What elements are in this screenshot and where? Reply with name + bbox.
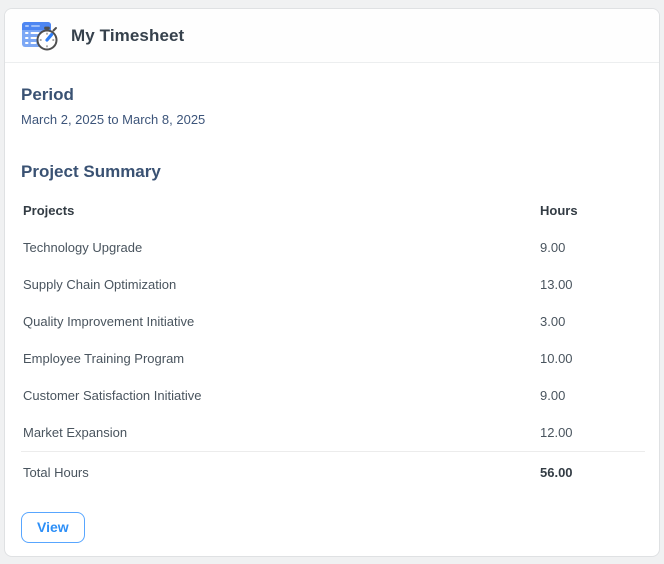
project-name: Technology Upgrade: [23, 240, 143, 255]
project-hours: 3.00: [540, 314, 566, 329]
project-hours: 9.00: [540, 240, 566, 255]
view-button[interactable]: View: [21, 512, 85, 543]
project-name: Customer Satisfaction Initiative: [23, 388, 202, 403]
total-hours-label: Total Hours: [21, 451, 538, 493]
period-value: March 2, 2025 to March 8, 2025: [21, 112, 206, 127]
table-row: Technology Upgrade 9.00: [21, 229, 645, 266]
project-name: Market Expansion: [23, 425, 128, 440]
table-row: Supply Chain Optimization 13.00: [21, 266, 645, 303]
card-body: Period March 2, 2025 to March 8, 2025 Pr…: [5, 63, 659, 556]
period-heading: Period: [21, 85, 74, 104]
column-header-hours: Hours: [540, 203, 578, 218]
table-header-row: Projects Hours: [21, 195, 645, 229]
table-row: Quality Improvement Initiative 3.00: [21, 303, 645, 340]
card-header: My Timesheet: [5, 9, 659, 63]
project-summary-heading: Project Summary: [21, 162, 161, 181]
project-summary-table: Projects Hours Technology Upgrade 9.00 S…: [21, 195, 645, 493]
project-name: Employee Training Program: [23, 351, 185, 366]
project-hours: 12.00: [540, 425, 573, 440]
table-row: Customer Satisfaction Initiative 9.00: [21, 377, 645, 414]
table-row: Market Expansion 12.00: [21, 414, 645, 452]
project-hours: 9.00: [540, 388, 566, 403]
project-name: Quality Improvement Initiative: [23, 314, 195, 329]
card-title: My Timesheet: [71, 25, 185, 45]
total-hours-row: Total Hours 56.00: [21, 451, 645, 493]
column-header-projects: Projects: [23, 203, 75, 218]
total-hours-value: 56.00: [538, 451, 645, 493]
project-name: Supply Chain Optimization: [23, 277, 177, 292]
table-row: Employee Training Program 10.00: [21, 340, 645, 377]
project-hours: 13.00: [540, 277, 573, 292]
timesheet-card: My Timesheet Period March 2, 2025 to Mar…: [4, 8, 660, 557]
timesheet-table-stopwatch-icon: [22, 21, 58, 50]
project-hours: 10.00: [540, 351, 573, 366]
